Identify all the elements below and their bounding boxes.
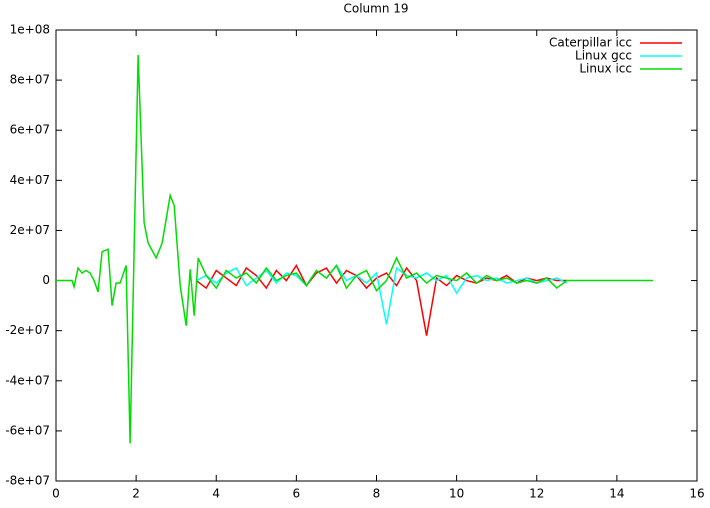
chart-title: Column 19	[343, 2, 408, 16]
x-tick-label: 6	[293, 487, 301, 501]
x-tick-label: 4	[212, 487, 220, 501]
legend-label: Linux gcc	[575, 49, 632, 63]
x-tick-label: 2	[132, 487, 140, 501]
x-tick-label: 8	[373, 487, 381, 501]
y-tick-label: 1e+08	[10, 23, 50, 37]
y-tick-label: 6e+07	[10, 123, 50, 137]
legend-label: Caterpillar icc	[549, 36, 632, 50]
y-tick-label: 2e+07	[10, 223, 50, 237]
y-tick-label: -4e+07	[5, 373, 50, 387]
y-tick-label: 4e+07	[10, 173, 50, 187]
data-line	[195, 264, 568, 325]
y-tick-label: -2e+07	[5, 323, 50, 337]
plot-frame	[55, 29, 698, 482]
x-tick-label: 10	[449, 487, 464, 501]
x-tick-label: 0	[52, 487, 60, 501]
data-line	[56, 55, 653, 444]
y-tick-label: -8e+07	[5, 474, 50, 488]
x-tick-label: 16	[689, 487, 704, 501]
y-tick-label: -6e+07	[5, 423, 50, 437]
legend-label: Linux icc	[579, 62, 632, 76]
y-tick-label: 8e+07	[10, 73, 50, 87]
x-tick-label: 14	[609, 487, 624, 501]
y-tick-label: 0	[42, 273, 50, 287]
x-tick-label: 12	[529, 487, 544, 501]
